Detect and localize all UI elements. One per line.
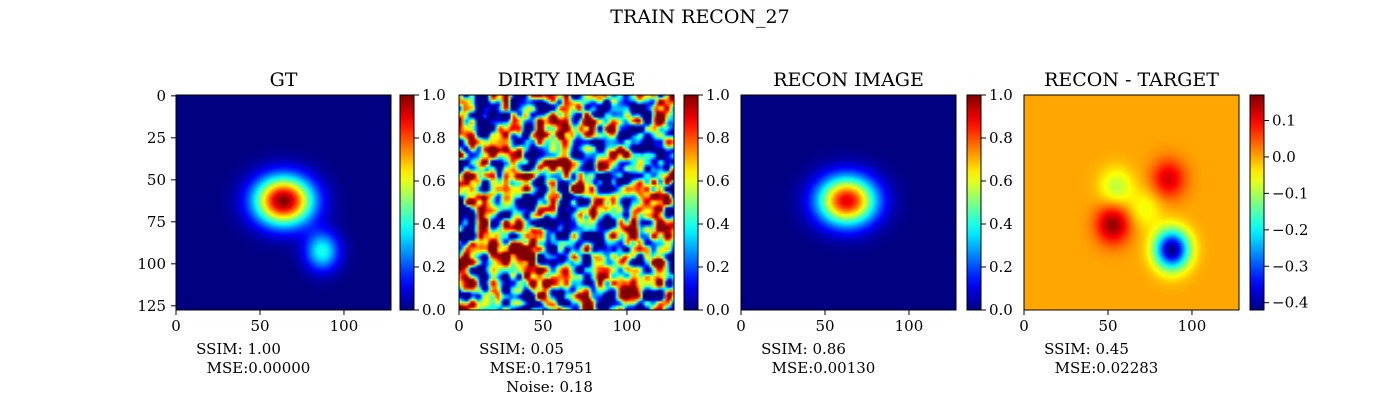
panel-4: RECON - TARGET 0 50 100 0.1 0.0 −0.1 −0.2 −0.3 −0… — [1019, 69, 1308, 377]
plot-frame — [175, 94, 392, 311]
colorbar-tick-label: 0.2 — [989, 258, 1013, 276]
heatmap-image — [1024, 95, 1239, 310]
caption-line: SSIM: 0.05 — [479, 340, 564, 358]
colorbar-tick-label: 0.8 — [706, 129, 730, 147]
heatmap-image — [176, 95, 391, 310]
colorbar-tick-label: 0.4 — [706, 215, 730, 233]
caption-line: MSE:0.00130 — [772, 359, 876, 377]
colorbar-tick-label: 1.0 — [989, 86, 1013, 104]
panel-title: RECON - TARGET — [1044, 69, 1219, 91]
x-tick-label: 50 — [533, 317, 552, 335]
colorbar-tick-label: 0.0 — [1272, 148, 1296, 166]
colorbar-tick-label: −0.3 — [1272, 257, 1308, 275]
colorbar-tick-label: 0.6 — [706, 172, 730, 190]
x-tick-label: 100 — [613, 317, 642, 335]
colorbar-tick-label: 0.6 — [989, 172, 1013, 190]
colorbar-tick-label: 0.4 — [989, 215, 1013, 233]
x-tick-label: 100 — [1178, 317, 1207, 335]
y-tick-label: 125 — [137, 297, 166, 315]
colorbar-tick-label: 0.2 — [706, 258, 730, 276]
x-tick-label: 0 — [736, 317, 746, 335]
caption-line: SSIM: 0.86 — [761, 340, 846, 358]
colorbar-tick-label: −0.2 — [1272, 221, 1308, 239]
colorbar — [399, 94, 415, 311]
colorbar — [966, 94, 982, 311]
y-tick-label: 100 — [137, 255, 166, 273]
colorbar-tick-label: 0.2 — [422, 258, 446, 276]
panel-title: DIRTY IMAGE — [498, 69, 636, 91]
heatmap-image — [741, 95, 956, 310]
caption-line: MSE:0.02283 — [1055, 359, 1159, 377]
colorbar-tick-label: 0.0 — [989, 301, 1013, 319]
colorbar-tick-label: 0.4 — [422, 215, 446, 233]
plot-frame — [1023, 94, 1240, 311]
x-tick-label: 50 — [250, 317, 269, 335]
colorbar-tick-label: 1.0 — [422, 86, 446, 104]
y-tick-label: 75 — [147, 213, 166, 231]
caption-line: SSIM: 0.45 — [1044, 340, 1129, 358]
colorbar-tick-label: 0.8 — [989, 129, 1013, 147]
panels: GT 0 50 100 0 25 50 75 100 125 0.0 0.2 0.4 0.6 0.8 1.0 S… — [137, 69, 1308, 396]
panel-1: GT 0 50 100 0 25 50 75 100 125 0.0 0.2 0.4 0.6 0.8 1.0 S… — [137, 69, 446, 377]
colorbar-tick-label: 0.0 — [422, 301, 446, 319]
colorbar-tick-label: 0.8 — [422, 129, 446, 147]
panel-title: RECON IMAGE — [773, 69, 924, 91]
colorbar — [1249, 94, 1265, 311]
y-tick-label: 25 — [147, 129, 166, 147]
caption-line: MSE:0.00000 — [207, 359, 311, 377]
x-tick-label: 50 — [815, 317, 834, 335]
x-tick-label: 50 — [1098, 317, 1117, 335]
panel-2: DIRTY IMAGE 0 50 100 0.0 0.2 0.4 0.6 0.8 1.0 SSIM:… — [454, 69, 730, 396]
colorbar-tick-label: −0.4 — [1272, 294, 1308, 312]
caption-line: Noise: 0.18 — [506, 378, 593, 396]
x-tick-label: 0 — [1019, 317, 1029, 335]
plot-frame — [458, 94, 675, 311]
y-tick-label: 0 — [156, 87, 166, 105]
panel-3: RECON IMAGE 0 50 100 0.0 0.2 0.4 0.6 0.8 1.0 SSIM:… — [736, 69, 1013, 377]
colorbar-tick-label: −0.1 — [1272, 184, 1308, 202]
x-tick-label: 0 — [454, 317, 464, 335]
x-tick-label: 100 — [330, 317, 359, 335]
y-tick-label: 50 — [147, 171, 166, 189]
figure-title: TRAIN RECON_27 — [610, 6, 789, 28]
colorbar-tick-label: 0.1 — [1272, 112, 1296, 130]
caption-line: SSIM: 1.00 — [196, 340, 281, 358]
plot-frame — [740, 94, 957, 311]
caption-line: MSE:0.17951 — [490, 359, 594, 377]
colorbar-tick-label: 0.0 — [706, 301, 730, 319]
colorbar — [683, 94, 699, 311]
colorbar-tick-label: 1.0 — [706, 86, 730, 104]
x-tick-label: 0 — [171, 317, 181, 335]
colorbar-tick-label: 0.6 — [422, 172, 446, 190]
heatmap-image — [459, 95, 674, 310]
panel-title: GT — [270, 69, 298, 91]
x-tick-label: 100 — [895, 317, 924, 335]
